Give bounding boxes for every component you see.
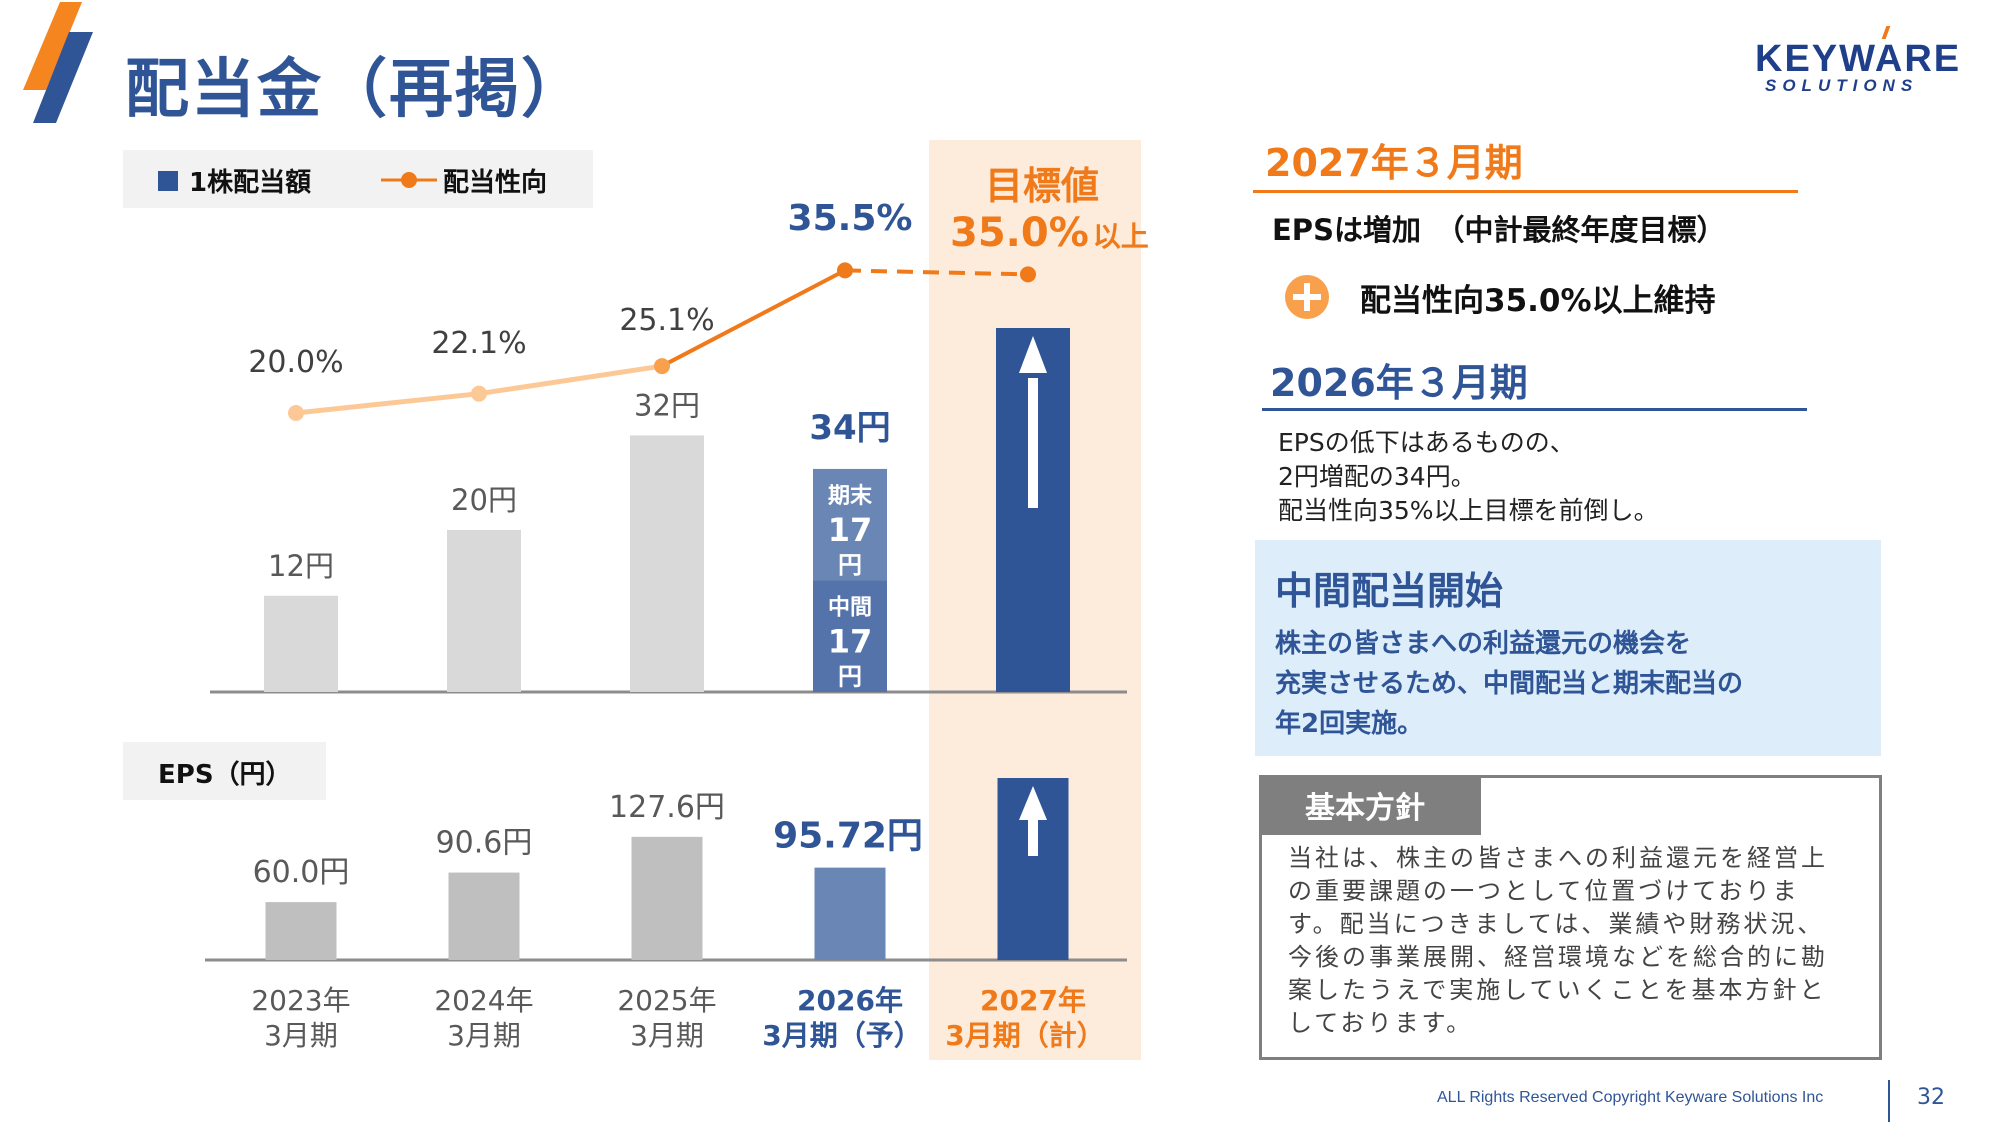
basic-policy-tab-label: 基本方針 <box>1305 791 1425 826</box>
eps-chart-title: EPS（円） <box>158 760 292 790</box>
interim-body-line: 充実させるため、中間配当と期末配当の <box>1275 669 1744 699</box>
basic-policy-tab: 基本方針 <box>1259 775 1481 835</box>
dividend-data-label: 32円 <box>634 388 700 422</box>
fy2027-heading: 2027年３月期 <box>1265 141 1523 185</box>
fy2026-underline <box>1262 408 1807 411</box>
dividend-data-label: 20円 <box>451 483 517 517</box>
target-value-number: 35.0% <box>950 210 1089 256</box>
eps-data-label: 60.0円 <box>253 855 350 890</box>
up-arrow-icon <box>1028 378 1038 508</box>
policy-body-line: 当社は、株主の皆さまへの利益還元を経営上 <box>1288 844 1828 872</box>
dividend-stack-unit: 円 <box>838 551 862 579</box>
up-arrow-icon <box>1028 818 1038 856</box>
policy-body-line: す。配当につきましては、業績や財務状況、 <box>1288 910 1825 938</box>
x-tick-label: 2024年 <box>434 984 533 1017</box>
dividend-bar-2026-yearend <box>813 468 887 581</box>
basic-policy-body: 当社は、株主の皆さまへの利益還元を経営上 の重要課題の一つとして位置づけておりま… <box>1288 842 1858 1040</box>
x-tick-label: 2023年 <box>251 984 350 1017</box>
up-arrow-head-icon <box>1019 786 1047 820</box>
payout-data-label: 25.1% <box>619 303 714 338</box>
x-tick-label: 3月期 <box>447 1019 521 1052</box>
legend-dividend-swatch <box>158 171 178 191</box>
interim-dividend-box: 中間配当開始 株主の皆さまへの利益還元の機会を 充実させるため、中間配当と期末配… <box>1255 540 1881 756</box>
target-value: 35.0% 以上 <box>950 210 1149 256</box>
logo-main-text: KEYWARE <box>1755 38 1962 80</box>
x-tick-label: 2025年 <box>617 984 716 1017</box>
legend-payout-label: 配当性向 <box>443 168 548 198</box>
dividend-bar <box>447 530 521 692</box>
fy2027-eps-text: EPSは増加 （中計最終年度目標） <box>1272 213 1726 247</box>
dividend-chart: 12円20円32円中間17円期末17円34円20.0%22.1%25.1%35.… <box>210 198 1127 694</box>
dividend-bar <box>630 435 704 692</box>
policy-body-line: しております。 <box>1288 1009 1474 1037</box>
fy2027-payout-text: 配当性向35.0%以上維持 <box>1360 283 1716 319</box>
fy2026-body-line: 2円増配の34円。 <box>1278 462 1476 491</box>
page-title: 配当金（再掲） <box>125 53 587 127</box>
policy-body-line: の重要課題の一つとして位置づけておりま <box>1288 877 1800 905</box>
dividend-bar <box>264 595 338 692</box>
interim-body: 株主の皆さまへの利益還元の機会を 充実させるため、中間配当と期末配当の 年2回実… <box>1275 624 1743 744</box>
x-tick-label: 2027年 <box>980 984 1086 1017</box>
dividend-data-label: 34円 <box>809 408 890 448</box>
dividend-stack-unit: 円 <box>838 662 862 690</box>
footer-separator <box>1888 1080 1890 1122</box>
payout-point <box>837 262 853 279</box>
policy-body-line: 案したうえで実施していくことを基本方針と <box>1288 976 1827 1004</box>
dividend-stack-value: 17 <box>828 622 873 660</box>
eps-chart-title-box: EPS（円） <box>123 742 326 800</box>
title-decoration-icon <box>23 2 93 123</box>
x-tick-label: 3月期 <box>630 1019 704 1052</box>
page-number: 32 <box>1917 1085 1945 1110</box>
fy2026-body-line: EPSの低下はあるものの、 <box>1278 428 1575 457</box>
up-arrow-head-icon <box>1019 336 1047 373</box>
payout-point <box>1020 266 1036 283</box>
x-tick-label: 3月期（予） <box>762 1019 921 1052</box>
eps-chart: 60.0円90.6円127.6円95.72円2023年3月期2024年3月期20… <box>205 778 1127 1052</box>
target-title: 目標値 <box>985 164 1100 208</box>
payout-line-target <box>844 268 1029 277</box>
legend-payout-line-icon <box>381 172 437 188</box>
fy2026-heading: 2026年３月期 <box>1270 361 1528 405</box>
fy2026-body: EPSの低下はあるものの、 2円増配の34円。 配当性向35%以上目標を前倒し。 <box>1278 426 1659 528</box>
interim-title: 中間配当開始 <box>1275 569 1504 613</box>
fy2027-underline <box>1253 190 1798 193</box>
eps-data-label: 95.72円 <box>773 816 923 857</box>
eps-bar <box>631 836 703 960</box>
plus-icon <box>1285 275 1329 319</box>
policy-body-line: 今後の事業展開、経営環境などを総合的に勘 <box>1288 943 1828 971</box>
eps-data-label: 127.6円 <box>609 790 725 825</box>
dividend-bar-2026-interim <box>813 580 887 692</box>
target-value-suffix: 以上 <box>1092 220 1149 253</box>
eps-data-label: 90.6円 <box>436 826 533 861</box>
payout-data-label: 35.5% <box>788 198 913 239</box>
eps-bar <box>814 867 886 960</box>
interim-body-line: 年2回実施。 <box>1275 709 1424 739</box>
payout-data-label: 20.0% <box>248 345 343 380</box>
x-tick-label: 2026年 <box>797 984 903 1017</box>
interim-body-line: 株主の皆さまへの利益還元の機会を <box>1275 629 1692 659</box>
payout-line-recent <box>661 268 846 368</box>
dividend-stack-name: 期末 <box>828 484 873 509</box>
payout-point <box>654 358 670 375</box>
legend-dividend-label: 1株配当額 <box>189 168 312 198</box>
eps-bar <box>448 872 520 960</box>
eps-bar <box>265 902 337 960</box>
x-tick-label: 3月期（計） <box>945 1019 1104 1052</box>
logo-sub-text: SOLUTIONS <box>1765 76 1919 95</box>
dividend-data-label: 12円 <box>268 549 334 583</box>
dividend-stack-name: 中間 <box>828 595 872 620</box>
x-tick-label: 3月期 <box>264 1019 338 1052</box>
payout-point <box>288 405 304 421</box>
fy2026-body-line: 配当性向35%以上目標を前倒し。 <box>1278 496 1659 525</box>
footer-copyright: ALL Rights Reserved Copyright Keyware So… <box>1437 1089 1824 1106</box>
basic-policy-box: 基本方針 当社は、株主の皆さまへの利益還元を経営上 の重要課題の一つとして位置づ… <box>1259 775 1882 1060</box>
chart-legend: 1株配当額 配当性向 <box>123 150 593 208</box>
payout-point <box>471 385 487 402</box>
dividend-stack-value: 17 <box>828 511 873 549</box>
payout-data-label: 22.1% <box>431 326 526 361</box>
